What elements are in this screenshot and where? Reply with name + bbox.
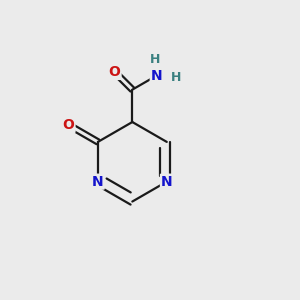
Text: N: N — [92, 175, 104, 189]
Text: N: N — [151, 69, 162, 83]
Text: N: N — [161, 175, 172, 189]
Text: O: O — [63, 118, 74, 132]
Text: H: H — [150, 53, 160, 66]
Text: O: O — [109, 65, 121, 79]
Text: H: H — [170, 70, 181, 84]
